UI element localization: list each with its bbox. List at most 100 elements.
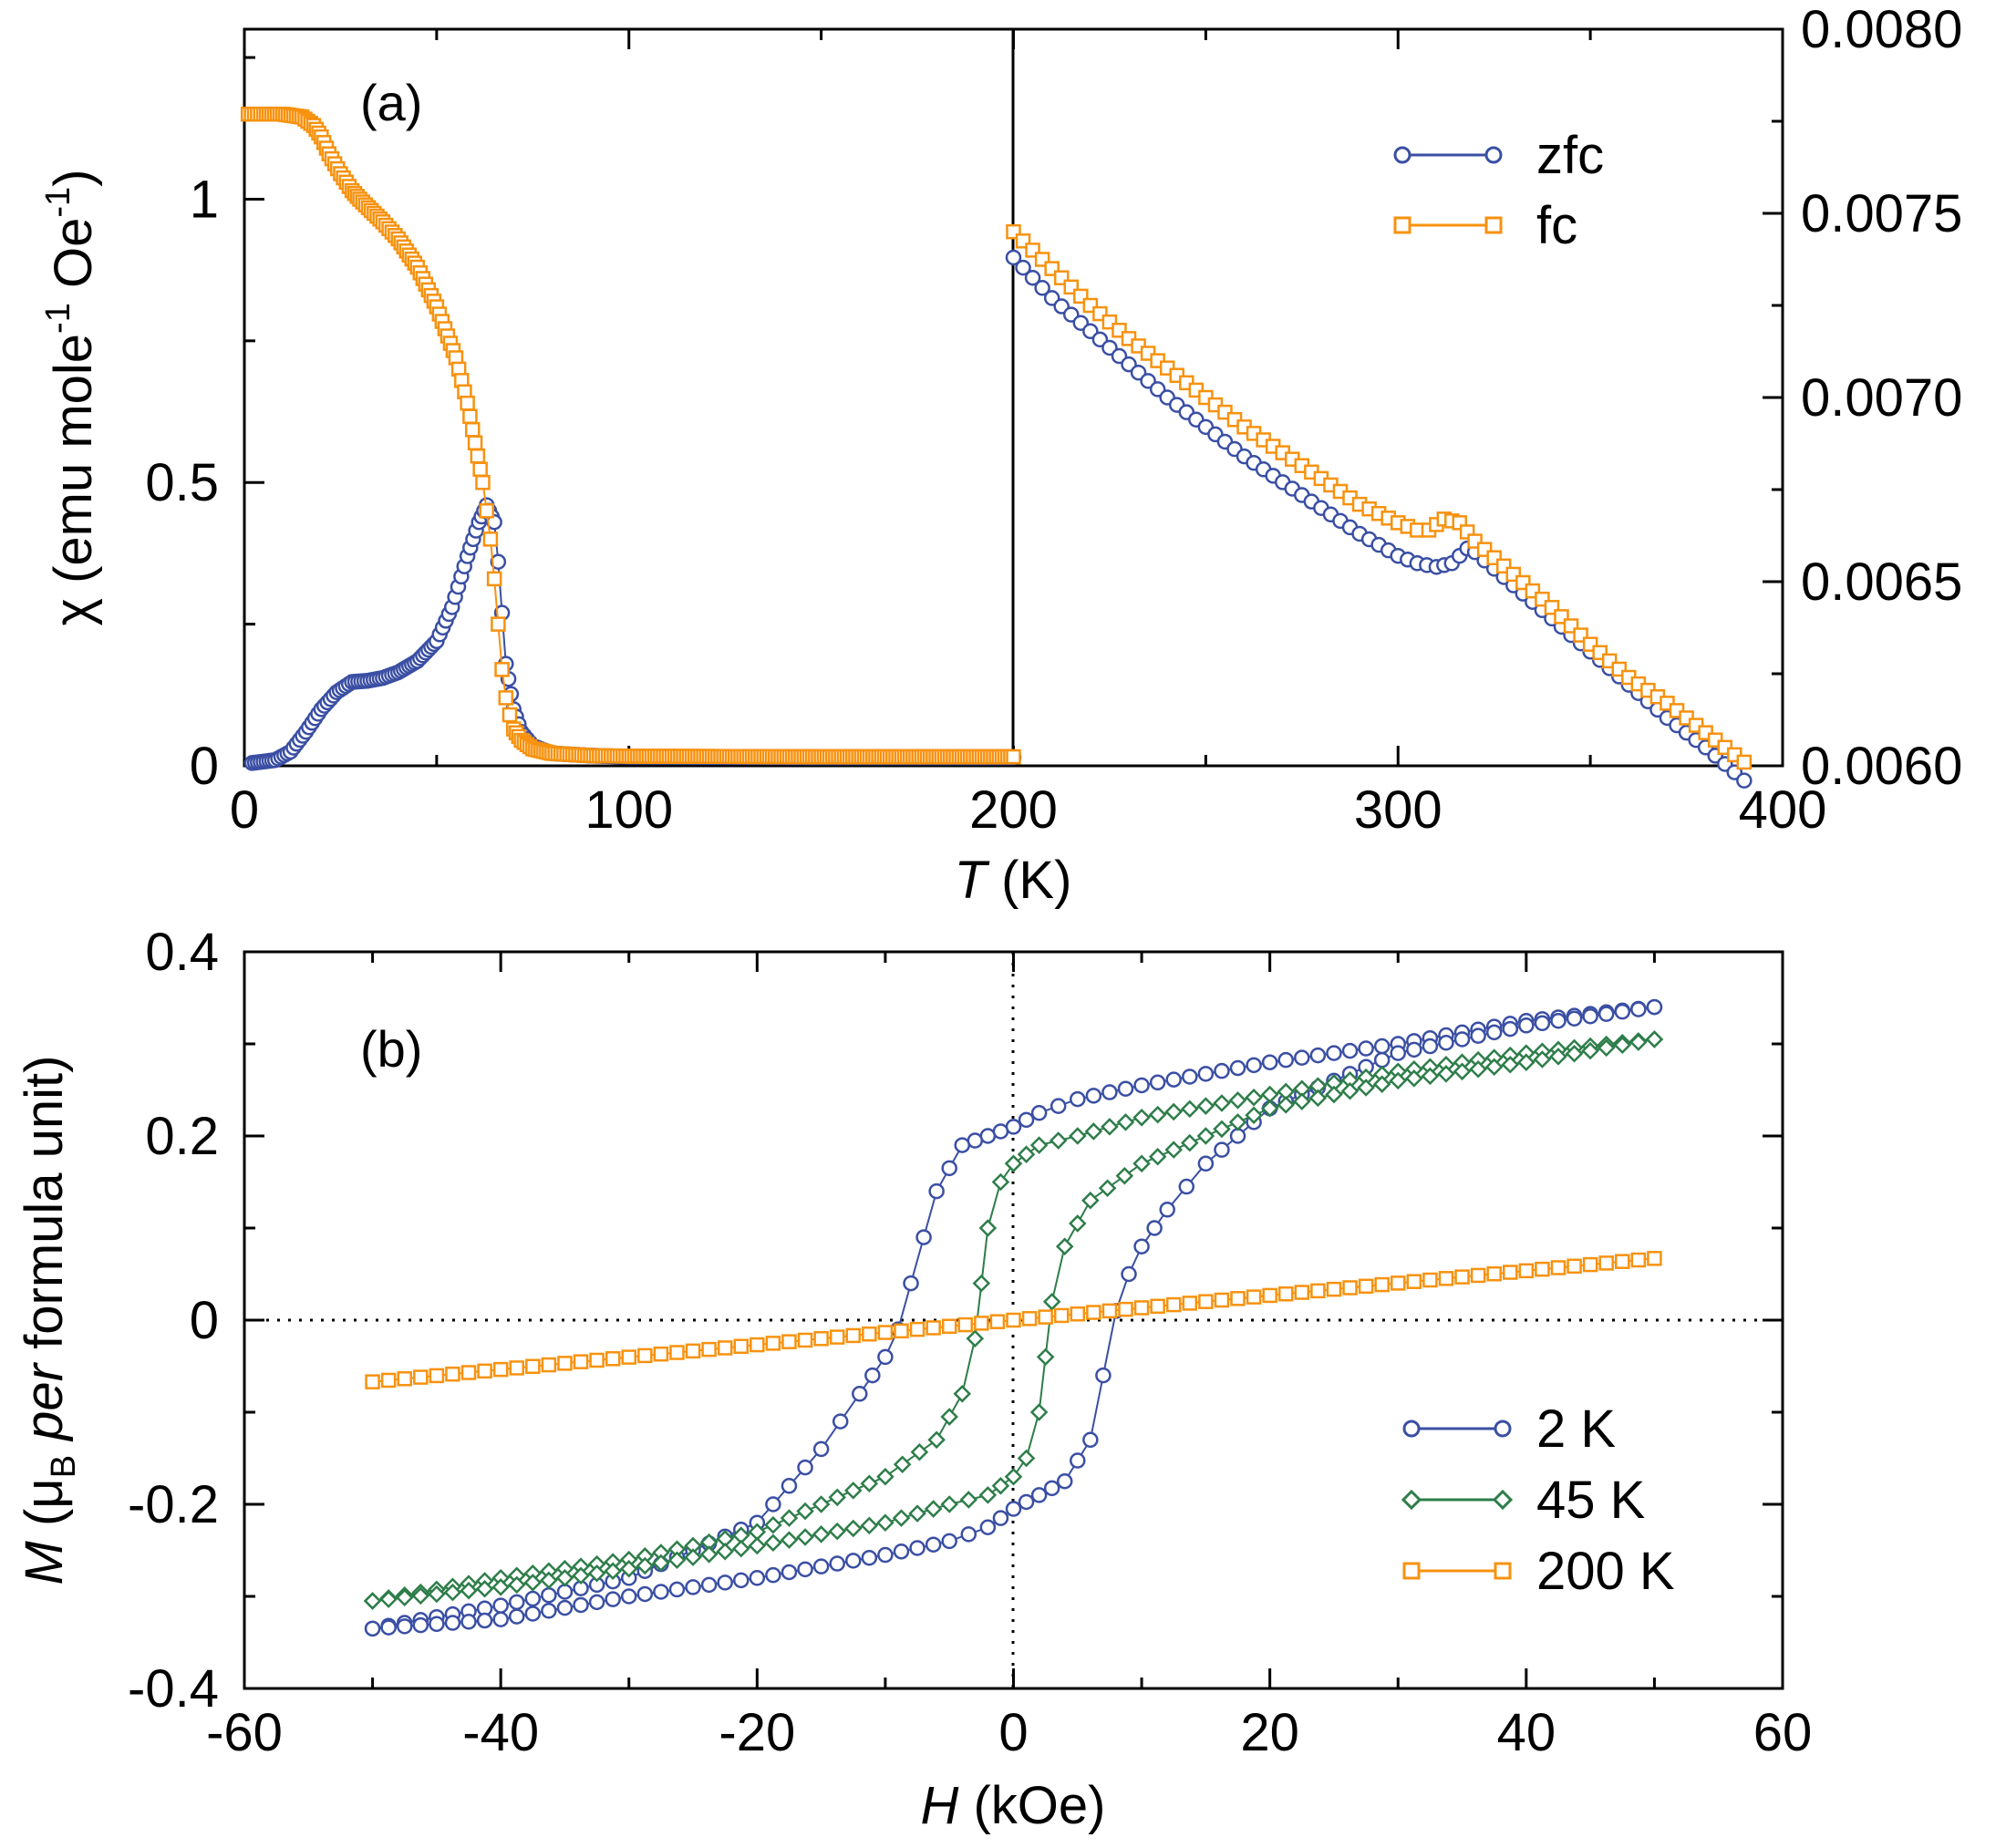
series-2k-point — [1518, 1017, 1535, 1034]
series-45k-point — [876, 1467, 894, 1486]
series-45k-point — [572, 1566, 590, 1585]
panel-b-x-tick-label: 60 — [1753, 1703, 1813, 1762]
series-45k-point — [475, 1580, 494, 1598]
series-45k-point — [1405, 1069, 1423, 1088]
series-45k-point — [1101, 1118, 1119, 1136]
series-2k-point — [1095, 1367, 1112, 1384]
series-45k-point — [652, 1554, 670, 1573]
series-2k-point — [1358, 1040, 1374, 1057]
series-200k-point — [1326, 1281, 1342, 1297]
series-zfc-point — [1034, 280, 1050, 296]
series-45k-point — [844, 1519, 863, 1538]
series-2k-point — [1214, 1141, 1230, 1158]
series-fc-point — [472, 461, 488, 477]
panel-b-y-tick-label: 0 — [190, 1291, 219, 1350]
panel-a-y2-tick-label: 0.0070 — [1801, 368, 1962, 428]
series-200k-point — [380, 1372, 397, 1389]
legend-200k-marker-end — [1494, 1562, 1512, 1580]
legend-fc-marker — [1393, 216, 1411, 234]
series-2k-point — [556, 1599, 574, 1616]
series-2k-point — [1030, 1105, 1048, 1121]
series-45k-point — [1213, 1094, 1231, 1112]
series-2k-point — [605, 1591, 621, 1607]
series-200k-point — [1182, 1296, 1198, 1311]
series-2k-point — [861, 1549, 878, 1566]
series-2k-point — [717, 1574, 733, 1591]
series-2k-point — [1101, 1084, 1118, 1100]
series-200k-point — [1518, 1263, 1535, 1279]
series-45k-point — [1017, 1449, 1036, 1468]
series-2k-point — [812, 1558, 830, 1574]
series-45k-point — [1228, 1091, 1247, 1110]
panel-a-y2-tick-label: 0.0080 — [1801, 0, 1962, 59]
series-2k-point — [1326, 1045, 1342, 1061]
series-2k-point — [653, 1584, 669, 1600]
series-200k-point — [669, 1345, 685, 1360]
series-45k-point — [1340, 1081, 1360, 1100]
series-2k-point — [1030, 1487, 1048, 1503]
series-200k-point — [1454, 1269, 1470, 1285]
series-45k-point — [780, 1509, 799, 1527]
series-200k-point — [445, 1366, 460, 1382]
series-2k-point — [954, 1137, 971, 1153]
series-200k-point — [1582, 1256, 1598, 1273]
series-200k-point — [541, 1357, 557, 1373]
series-2k-point — [960, 1526, 977, 1543]
series-45k-point — [1293, 1092, 1311, 1110]
series-fc-point — [491, 616, 506, 632]
series-2k-point — [765, 1496, 781, 1512]
series-45k-point — [684, 1548, 702, 1566]
panel-b-legend: 2 K 45 K 200 K — [1401, 1399, 1675, 1601]
series-2k-point — [1390, 1045, 1406, 1061]
series-45k-point — [1228, 1113, 1247, 1131]
series-2k-point — [967, 1132, 984, 1149]
series-45k-point — [1533, 1050, 1552, 1069]
legend-fc-marker-end — [1484, 216, 1503, 234]
panel-a-label: (a) — [360, 74, 422, 131]
series-200k-point — [989, 1314, 1006, 1329]
series-45k-point — [1565, 1044, 1584, 1063]
legend-45k-label: 45 K — [1536, 1471, 1646, 1530]
panel-a-y-tick-label: 0 — [190, 737, 219, 796]
series-fc-point — [486, 571, 502, 587]
series-2k-point — [1018, 1493, 1035, 1511]
panel-b-x-tick-label: 0 — [998, 1703, 1028, 1762]
series-45k-point — [1245, 1106, 1263, 1125]
series-zfc-point — [1736, 772, 1753, 789]
series-200k-point — [653, 1346, 669, 1362]
series-45k-point — [1325, 1085, 1343, 1104]
series-fc-point — [494, 662, 510, 677]
series-45k-point — [1164, 1102, 1183, 1121]
series-45k-point — [780, 1531, 799, 1549]
series-2k-point — [1341, 1042, 1359, 1059]
panel-a-x-axis-title: T (K) — [955, 851, 1072, 910]
series-45k-point — [1029, 1136, 1049, 1154]
series-2k-point — [429, 1616, 445, 1633]
series-45k-point — [972, 1274, 991, 1293]
series-2k-point — [492, 1611, 509, 1627]
series-2k-point — [1438, 1034, 1454, 1051]
series-2k-point — [845, 1553, 862, 1569]
series-45k-point — [1645, 1030, 1664, 1048]
series-2k-point — [877, 1348, 894, 1366]
series-45k-point — [1116, 1113, 1135, 1131]
series-45k-point — [796, 1502, 814, 1521]
series-200k-point — [925, 1320, 941, 1336]
series-2k-point — [864, 1367, 881, 1384]
series-2k-point — [364, 1620, 381, 1637]
series-2k-point — [1149, 1074, 1166, 1091]
series-200k-point — [957, 1316, 974, 1333]
series-2k-point — [1070, 1090, 1086, 1108]
series-45k-point — [1453, 1062, 1472, 1081]
series-2k-point — [1470, 1027, 1486, 1044]
series-45k-point — [379, 1590, 398, 1608]
series-200k-point — [429, 1368, 445, 1384]
series-200k-point — [765, 1336, 781, 1351]
series-45k-point — [731, 1539, 750, 1558]
series-45k-point — [908, 1504, 926, 1523]
series-200k-point — [1358, 1278, 1374, 1295]
series-200k-point — [1006, 1312, 1021, 1328]
series-45k-point — [491, 1578, 510, 1596]
legend-zfc-marker-end — [1484, 146, 1503, 164]
series-45k-point — [540, 1571, 558, 1590]
